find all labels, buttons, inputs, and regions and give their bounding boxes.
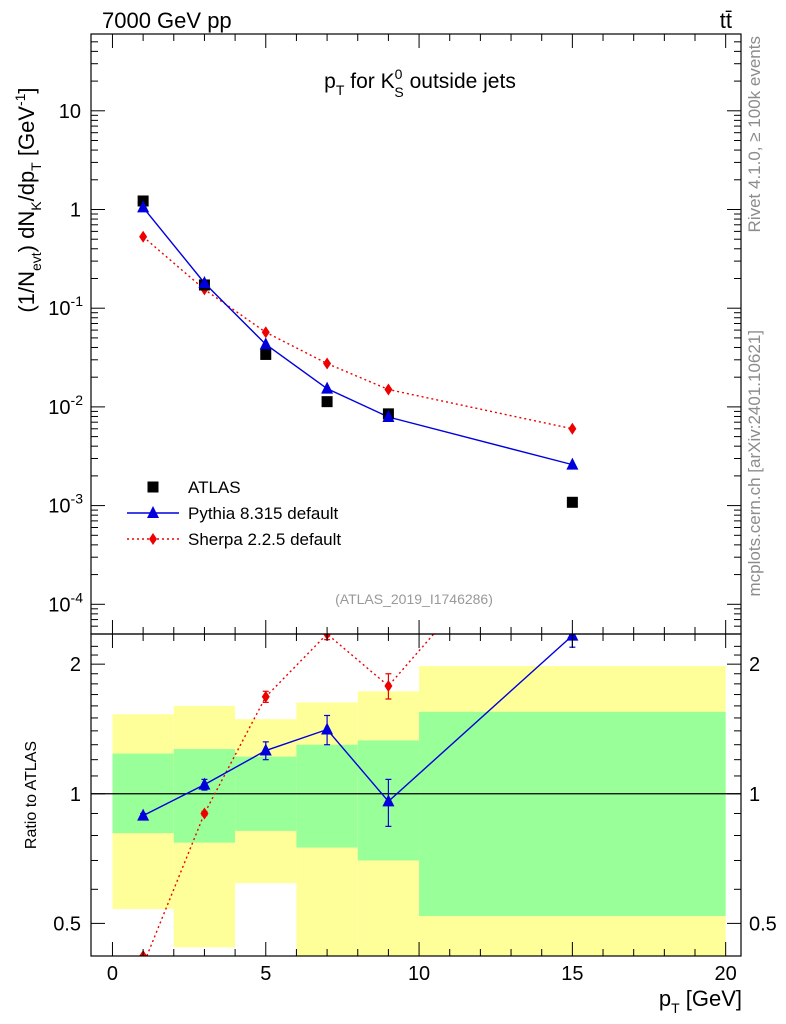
x-tick-label: 15 [561, 963, 583, 985]
x-tick-label: 0 [107, 963, 118, 985]
sherpa-ratio-point [384, 679, 393, 692]
sherpa-ratio-line [146, 634, 435, 956]
process-label: tt̄ [720, 8, 732, 33]
main-y-tick-label: 10-1 [48, 293, 83, 320]
pythia-ratio-point [198, 777, 211, 790]
ratio-y-tick-label-right: 0.5 [749, 913, 777, 935]
mcplots-label: mcplots.cern.ch [arXiv:2401.10621] [745, 330, 764, 596]
ratio-y-axis-label: Ratio to ATLAS [23, 741, 40, 849]
ratio-series-clipped [137, 634, 579, 956]
sherpa-ratio-point [200, 807, 209, 820]
x-tick-label: 20 [715, 963, 737, 985]
atlas-data-point [321, 396, 333, 408]
ratio-y-tick-label-right: 1 [749, 784, 760, 806]
pythia-ratio-point [382, 794, 395, 807]
atlas-data-point [260, 348, 272, 360]
sherpa-main-line [142, 236, 573, 430]
ratio-uncertainty-bands [91, 666, 741, 956]
pythia-main-point [321, 381, 334, 394]
legend-marker [147, 481, 159, 493]
legend-entry-label: Pythia 8.315 default [188, 504, 339, 523]
main-y-tick-label: 10 [59, 101, 81, 123]
legend-marker [147, 506, 159, 518]
main-plot-series [137, 195, 579, 508]
inner-uncertainty-band [173, 749, 236, 843]
main-plot-title: pT for K0 S outside jets [324, 66, 516, 100]
pythia-main-point [566, 457, 579, 470]
pythia-ratio-line [142, 635, 573, 817]
rivet-label: Rivet 4.1.0, ≥ 100k events [745, 36, 764, 232]
legend: ATLAS Pythia 8.315 default Sherpa 2.2.5 de… [127, 478, 341, 549]
ratio-plot-series [137, 634, 579, 956]
sherpa-ratio-point [261, 690, 270, 703]
ratio-plot-frame [90, 633, 742, 957]
pythia-ratio-point [137, 808, 150, 821]
main-y-tick-label: 10-2 [48, 392, 83, 419]
atlas-data-point [566, 496, 578, 508]
inner-uncertainty-band [296, 744, 358, 848]
analysis-id-label: (ATLAS_2019_I1746286) [335, 591, 493, 607]
ratio-plot-axes: 0.5 0.51 12 20 5 10 15 20 [53, 633, 777, 985]
pythia-ratio-point [259, 743, 272, 756]
main-y-tick-label: 1 [70, 199, 81, 221]
pythia-main-point [137, 200, 150, 213]
ratio-y-tick-label: 0.5 [53, 913, 81, 935]
legend-entry-label: ATLAS [188, 478, 241, 497]
main-plot-axes: 10 1 10-1 10-2 10-3 10-4 [48, 33, 742, 635]
x-tick-label: 5 [260, 963, 271, 985]
pythia-main-line [142, 206, 573, 466]
x-tick-label: 10 [408, 963, 430, 985]
inner-uncertainty-band [419, 711, 726, 917]
sherpa-main-point [323, 357, 332, 370]
sherpa-main-point [384, 383, 393, 396]
pythia-main-point [198, 276, 211, 289]
legend-marker [149, 533, 157, 545]
sherpa-main-point [139, 230, 148, 243]
sherpa-main-point [568, 422, 577, 435]
pythia-main-point [382, 409, 395, 422]
energy-label: 7000 GeV pp [102, 8, 232, 33]
ratio-y-tick-label: 2 [70, 654, 81, 676]
sherpa-main-point [261, 326, 270, 339]
pythia-main-point [259, 337, 272, 350]
main-y-axis-label: (1/Nevt) dNK/dpT [GeV-1] [12, 87, 44, 312]
x-axis-label: pT [GeV] [659, 986, 742, 1016]
main-y-tick-label: 10-4 [48, 589, 83, 616]
main-y-tick-label: 10-3 [48, 491, 83, 518]
legend-entry-label: Sherpa 2.2.5 default [188, 530, 341, 549]
ratio-y-tick-label: 1 [70, 784, 81, 806]
ratio-y-tick-label-right: 2 [749, 654, 760, 676]
pythia-ratio-point [321, 722, 334, 735]
